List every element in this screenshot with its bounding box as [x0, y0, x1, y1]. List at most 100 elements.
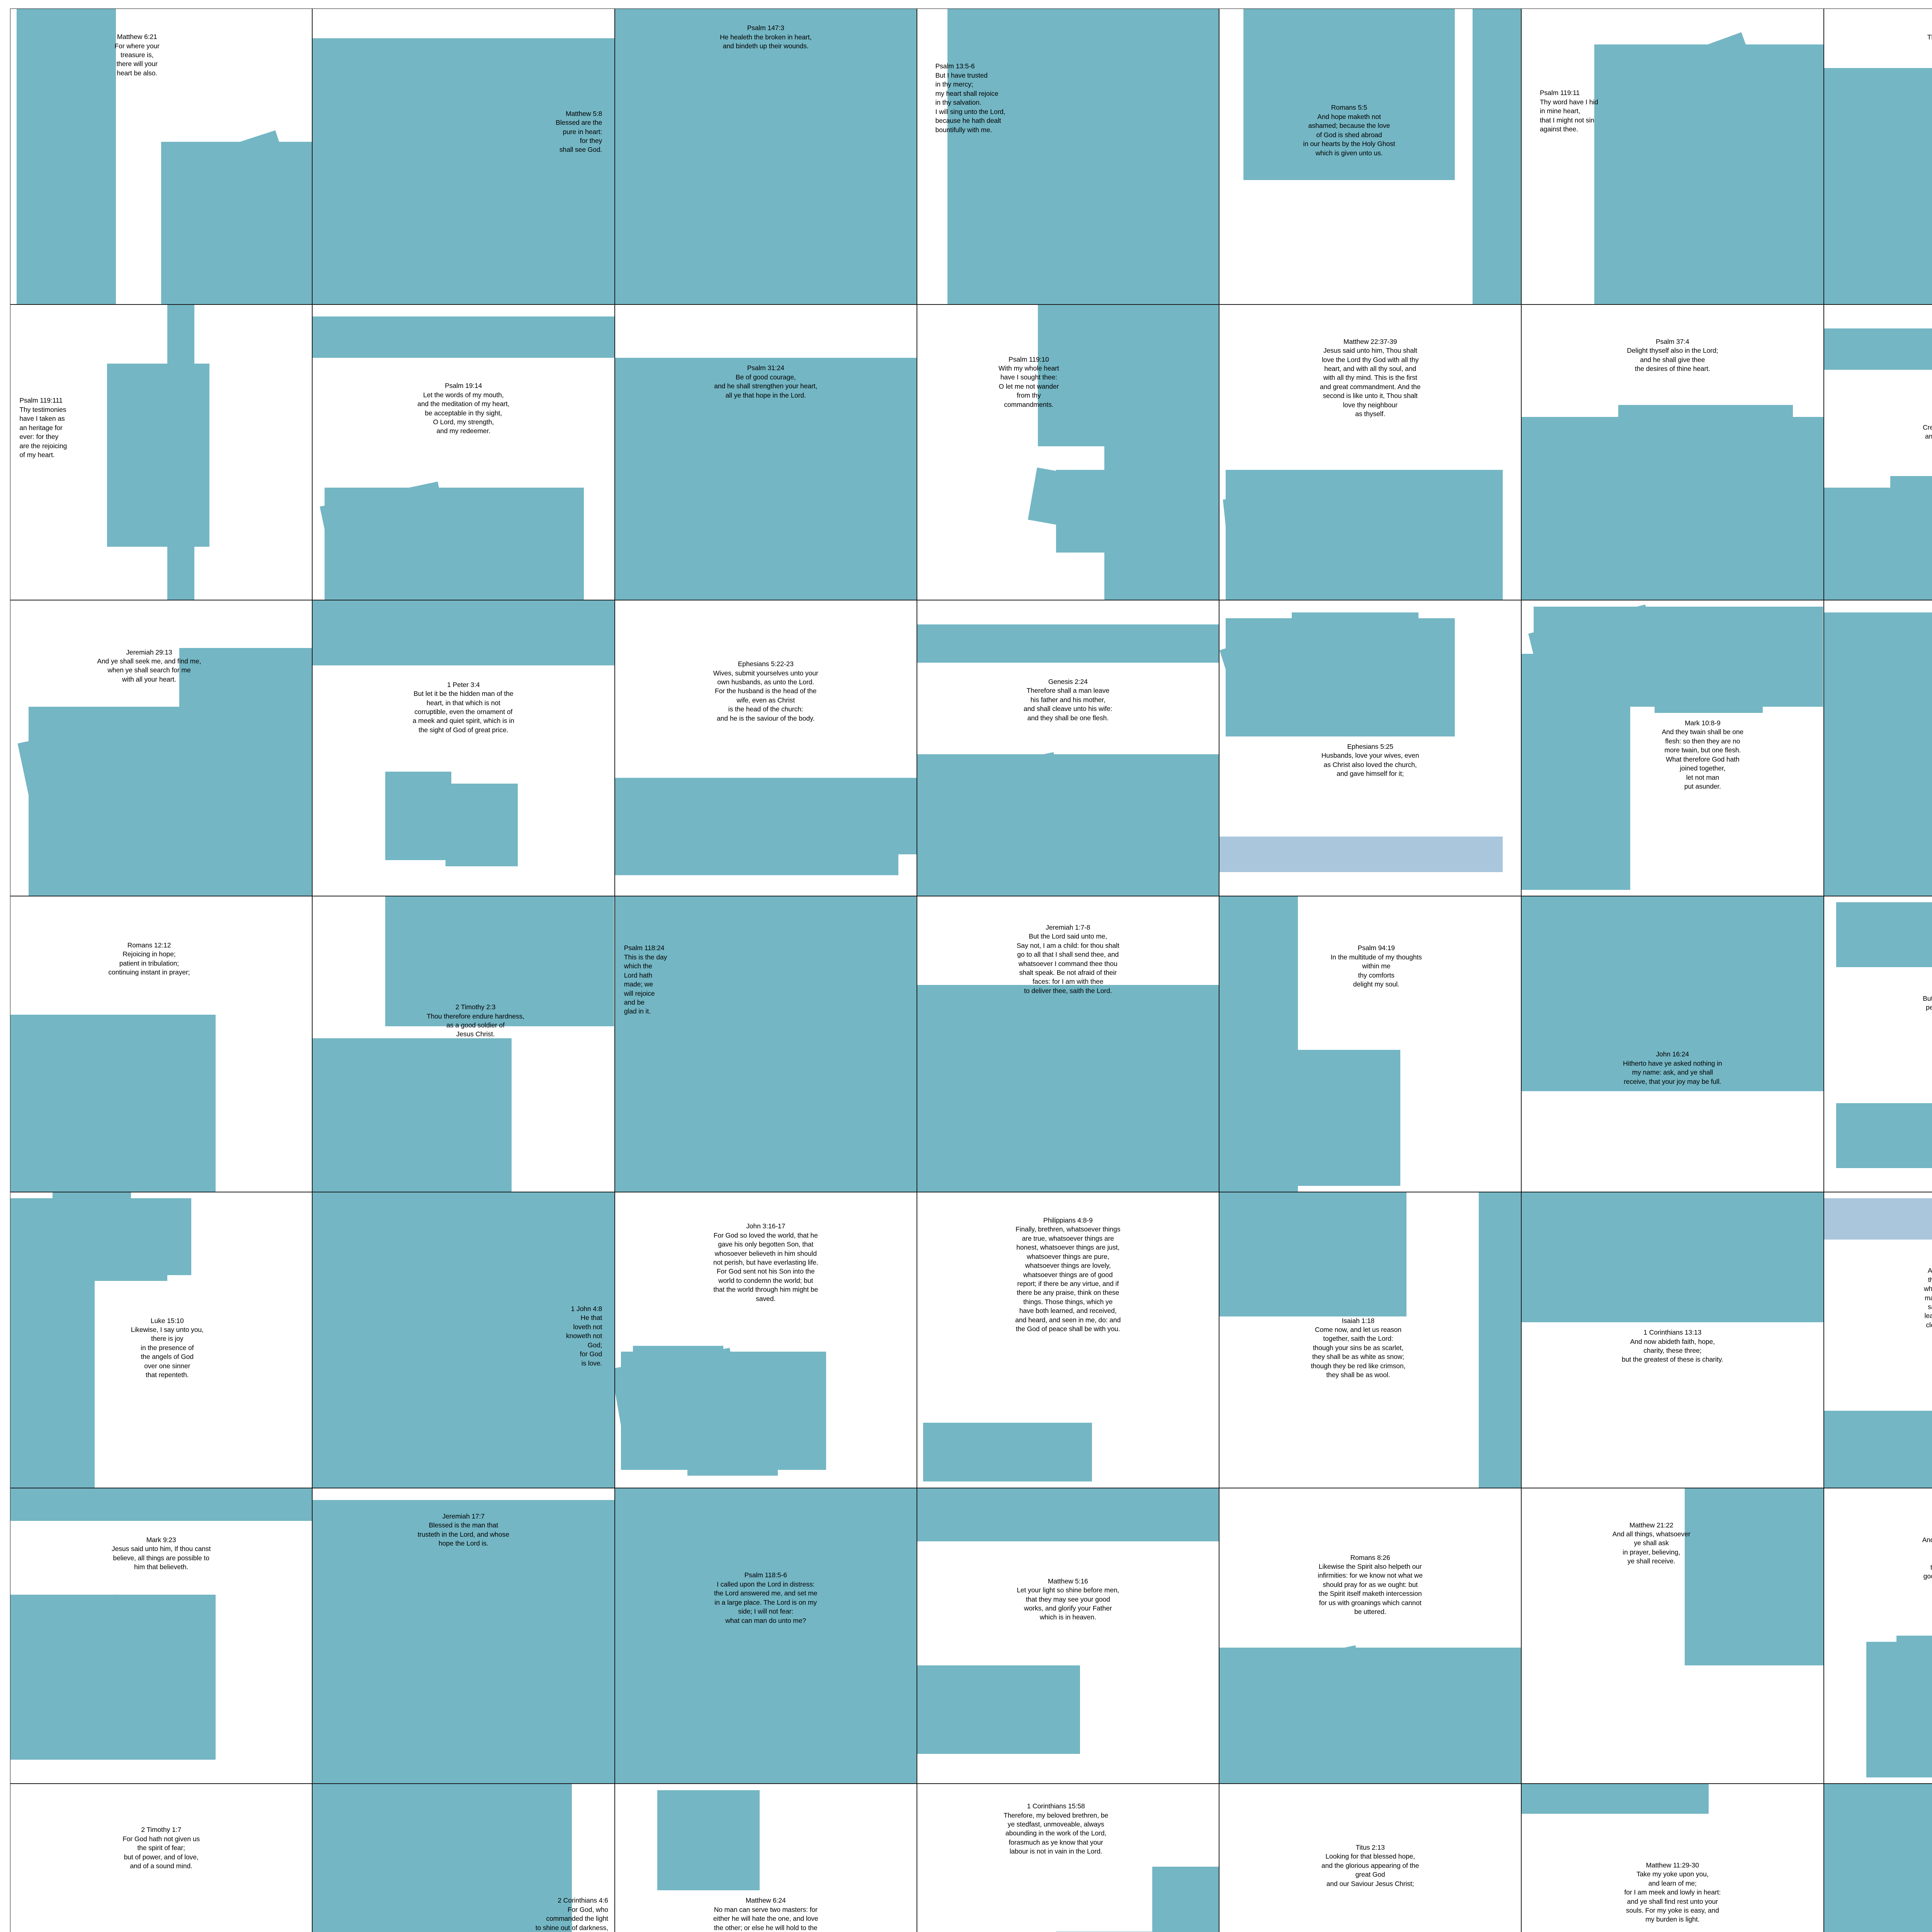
- verse-card[interactable]: John 16:24 Hitherto have ye asked nothing…: [1521, 896, 1824, 1192]
- verse-card[interactable]: Mark 10:8-9 And they twain shall be one f…: [1521, 600, 1824, 896]
- decoration: [313, 600, 614, 666]
- verse-reference: 1 Corinthians 13:13: [1643, 1328, 1702, 1337]
- decoration: [1028, 467, 1138, 538]
- verse-card[interactable]: Jeremiah 17:7 Blessed is the man that tru…: [312, 1488, 615, 1784]
- verse-card[interactable]: Psalm 118:5-6 I called upon the Lord in d…: [614, 1488, 917, 1784]
- decoration: [10, 1014, 119, 1121]
- decoration: [1709, 133, 1763, 177]
- verse-card[interactable]: Psalm 119:11 Thy word have I hid in mine …: [1521, 9, 1824, 304]
- verse-reference: Psalm 94:19: [1357, 944, 1395, 952]
- verse-card[interactable]: Galatians 5:22-23But the fruit of the Sp…: [1823, 896, 1932, 1192]
- verse-card[interactable]: 1 Peter 3:4 But let it be the hidden man …: [312, 600, 615, 896]
- verse-card[interactable]: Psalm 119:111 Thy testimonies have I take…: [10, 304, 313, 600]
- verse-text: 2 Timothy 2:3 Thou therefore endure hardn…: [343, 1003, 608, 1039]
- verse-text: Mark 9:23 Jesus said unto him, If thou ca…: [19, 1536, 303, 1572]
- verse-card[interactable]: 1 Corinthians 13:13 And now abideth faith…: [1521, 1192, 1824, 1488]
- verse-card[interactable]: Titus 2:13 Looking for that blessed hope,…: [1219, 1784, 1522, 1932]
- decoration: [88, 707, 134, 745]
- verse-card[interactable]: Jeremiah 29:13 And ye shall seek me, and …: [10, 600, 313, 896]
- verse-body: Likewise the Spirit also helpeth our inf…: [1318, 1563, 1423, 1616]
- verse-card[interactable]: 2 Timothy 2:7Consider what I say; and th…: [1823, 600, 1932, 896]
- verse-card[interactable]: Matthew 21:22 And all things, whatsoever …: [1521, 1488, 1824, 1784]
- verse-card[interactable]: Mark 9:23 Jesus said unto him, If thou ca…: [10, 1488, 313, 1784]
- verse-card[interactable]: Psalm51:10Create in me a clean heart, O …: [1823, 304, 1932, 600]
- decoration: [1219, 613, 1352, 706]
- verse-card[interactable]: Psalm 19:14 Let the words of my mouth, an…: [312, 304, 615, 600]
- decoration: [313, 38, 614, 304]
- decoration: [1618, 405, 1793, 577]
- decoration: [1376, 26, 1425, 68]
- verse-card[interactable]: Psalm 147:3 He healeth the broken in hear…: [614, 9, 917, 304]
- verse-card[interactable]: Psalm 119:10 With my whole heart have I s…: [917, 304, 1219, 600]
- decoration: [1830, 1410, 1932, 1476]
- decoration: [77, 789, 167, 878]
- verse-card[interactable]: Isaiah 1:18 Come now, and let us reason t…: [1219, 1192, 1522, 1488]
- verse-card[interactable]: Matthew 22:37-39 Jesus said unto him, Tho…: [1219, 304, 1522, 600]
- verse-card[interactable]: Romans 8:26 Likewise the Spirit also help…: [1219, 1488, 1522, 1784]
- verse-body: He that loveth not knoweth not God; for …: [566, 1314, 602, 1367]
- verse-card[interactable]: 2 Timothy 1:7 For God hath not given us t…: [10, 1784, 313, 1932]
- verse-reference: 2 Timothy 2:3: [455, 1003, 496, 1011]
- decoration: [657, 1790, 760, 1891]
- decoration: [1824, 1410, 1932, 1488]
- verse-text: Matthew 22:37-39 Jesus said unto him, Tho…: [1228, 337, 1512, 419]
- verse-card[interactable]: Psalm 13:5-6 But I have trusted in thy me…: [917, 9, 1219, 304]
- verse-card[interactable]: Jeremiah 1:7-8 But the Lord said unto me,…: [917, 896, 1219, 1192]
- decoration: [385, 772, 452, 861]
- decoration: [615, 464, 748, 594]
- decoration: [615, 777, 917, 855]
- verse-card[interactable]: Philippians 4:8-9 Finally, brethren, what…: [917, 1192, 1219, 1488]
- decoration: [621, 1352, 826, 1470]
- verse-card[interactable]: Matthew 6:24 No man can serve two masters…: [614, 1784, 917, 1932]
- verse-card[interactable]: Matthew 11:29-30 Take my yoke upon you, a…: [1521, 1784, 1824, 1932]
- decoration: [161, 141, 312, 304]
- verse-card[interactable]: 2 Timothy 2:3 Thou therefore endure hardn…: [312, 896, 615, 1192]
- verse-card[interactable]: Matthew 5:16 Let your light so shine befo…: [917, 1488, 1219, 1784]
- verse-card[interactable]: Psalm 126:3The Lord hath done great thin…: [1823, 9, 1932, 304]
- verse-body: In the multitude of my thoughts within m…: [1330, 953, 1422, 988]
- decoration: [1600, 156, 1769, 257]
- decoration: [1116, 754, 1177, 808]
- decoration: [10, 1014, 216, 1192]
- verse-card[interactable]: Luke 15:10 Likewise, I say unto you, ther…: [10, 1192, 313, 1488]
- decoration: [1860, 109, 1932, 233]
- verse-card[interactable]: Psalm 94:19 In the multitude of my though…: [1219, 896, 1522, 1192]
- verse-card[interactable]: Genesis 2:24 Therefore shall a man leave …: [917, 600, 1219, 896]
- decoration: [1250, 1653, 1383, 1784]
- verse-text: Psalm51:10Create in me a clean heart, O …: [1833, 414, 1932, 441]
- verse-card[interactable]: 1 Corinthians 15:58 Therefore, my beloved…: [917, 1784, 1219, 1932]
- decoration: [1250, 1050, 1401, 1186]
- verse-card[interactable]: Psalm 37:4 Delight thyself also in the Lo…: [1521, 304, 1824, 600]
- verse-card[interactable]: Psalm 31:24 Be of good courage, and he sh…: [614, 304, 917, 600]
- verse-body: Be of good courage, and he shall strengt…: [714, 373, 818, 399]
- decoration: [331, 156, 439, 263]
- decoration: [1522, 1192, 1823, 1322]
- verse-text: Psalm 118:24 This is the day which the Lo…: [624, 944, 714, 1016]
- verse-text: 1 Corinthians 13:13 And now abideth faith…: [1531, 1328, 1814, 1364]
- verse-body: Therefore, my beloved brethren, be ye st…: [1003, 1811, 1109, 1855]
- decoration: [35, 793, 167, 880]
- verse-card[interactable]: 1 John 4:8 He that loveth not knoweth not…: [312, 1192, 615, 1488]
- verse-card[interactable]: Matthew 6:21 For where your treasure is, …: [10, 9, 313, 304]
- decoration: [325, 1571, 590, 1784]
- verse-card[interactable]: Ephesians 5:22-23 Wives, submit yourselve…: [614, 600, 917, 896]
- verse-card[interactable]: Mark 10:15Verily I say unto you, Whosoev…: [1823, 1784, 1932, 1932]
- verse-card[interactable]: Psalm 118:24 This is the day which the Lo…: [614, 896, 917, 1192]
- verse-reference: 1 John 4:8: [571, 1305, 602, 1313]
- decoration: [947, 9, 1219, 304]
- decoration: [917, 985, 1219, 1192]
- verse-card[interactable]: Ephesians 5:25 Husbands, love your wives,…: [1219, 600, 1522, 896]
- verse-card[interactable]: Romans 12:12 Rejoicing in hope; patient i…: [10, 896, 313, 1192]
- verse-reference: Psalm 126:3: [1836, 24, 1932, 32]
- verse-card[interactable]: John 3:16-17 For God so loved the world, …: [614, 1192, 917, 1488]
- verse-card[interactable]: 2 Corinthians 4:6 For God, who commanded …: [312, 1784, 615, 1932]
- decoration: [28, 707, 228, 896]
- verse-card[interactable]: Matthew 5:8 Blessed are the pure in heart…: [312, 9, 615, 304]
- verse-reference: Romans 12:12: [127, 941, 171, 949]
- verse-text: Psalm 94:19 In the multitude of my though…: [1243, 944, 1509, 989]
- verse-text: Titus 2:13 Looking for that blessed hope,…: [1228, 1843, 1512, 1888]
- verse-reference: Romans 8:26: [1350, 1553, 1390, 1561]
- verse-card[interactable]: Romans 5:5 And hope maketh not ashamed; b…: [1219, 9, 1522, 304]
